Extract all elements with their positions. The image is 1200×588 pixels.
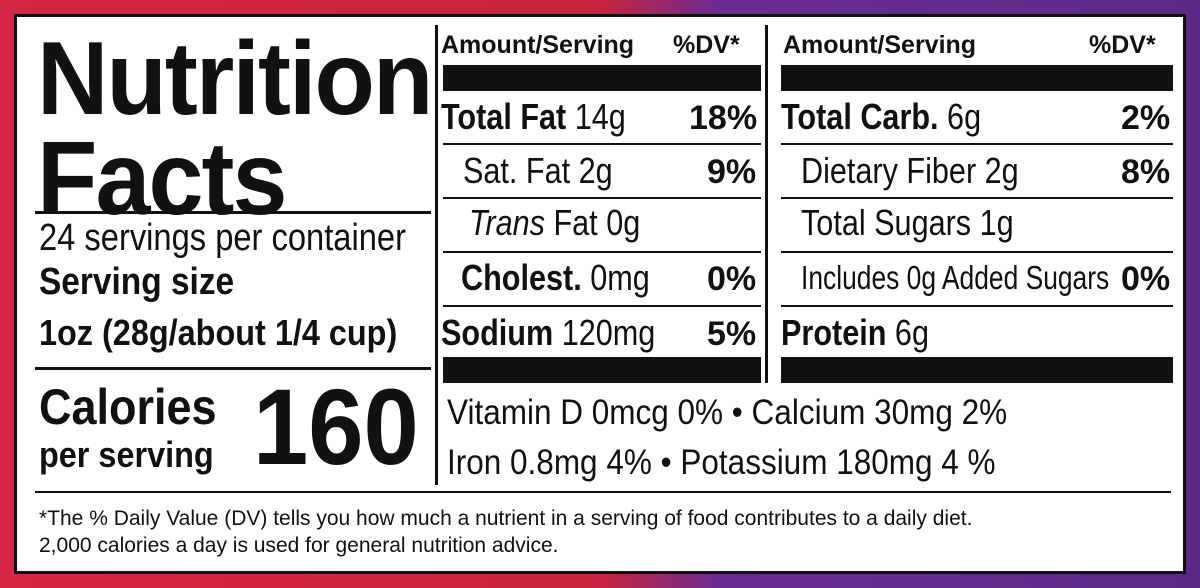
right-thick-bar-top	[781, 65, 1173, 91]
left-row-divider	[443, 305, 761, 307]
nutrient-name-italic: Trans	[469, 202, 545, 243]
title-line-2: Facts	[37, 121, 288, 237]
right-row-added-sugars: Includes 0g Added Sugars	[801, 261, 1186, 294]
left-row-trans-fat: Trans Fat 0g	[469, 205, 670, 241]
left-header-dv: %DV*	[673, 31, 740, 59]
right-header-dv: %DV*	[1089, 31, 1156, 59]
nutrient-name: Protein	[781, 312, 887, 353]
table-divider	[765, 25, 768, 383]
right-row-divider	[781, 197, 1173, 199]
footnote-line-1: *The % Daily Value (DV) tells you how mu…	[39, 507, 973, 530]
left-row-divider	[443, 197, 761, 199]
left-row-cholesterol: Cholest. 0mg	[461, 260, 683, 296]
nutrient-amount: 0g	[606, 202, 641, 243]
title-divider	[35, 211, 431, 214]
left-dv-total-fat: 18%	[689, 99, 758, 137]
calories-value: 160	[253, 366, 419, 487]
serving-size-label: Serving size	[39, 261, 235, 303]
vitamins-line-2: Iron 0.8mg 4% • Potassium 180mg 4 %	[447, 445, 1057, 480]
vitamins-line-1: Vitamin D 0mcg 0% • Calcium 30mg 2%	[447, 395, 1069, 430]
serving-size-value: 1oz (28g/about 1/4 cup)	[39, 312, 398, 353]
nutrient-name: Sodium	[441, 312, 554, 353]
vitamins-text-1: Vitamin D 0mcg 0% • Calcium 30mg 2%	[447, 393, 1008, 432]
nutrient-amount: 2g	[984, 150, 1019, 191]
footnote-line-2: 2,000 calories a day is used for general…	[39, 534, 559, 558]
left-header-amount: Amount/Serving	[441, 31, 635, 59]
left-dv-sodium: 5%	[707, 315, 757, 353]
left-row-sodium: Sodium 120mg	[441, 315, 693, 351]
left-thick-bar-bottom	[443, 357, 761, 383]
right-row-total-sugars: Total Sugars 1g	[801, 205, 1051, 241]
nutrient-amount: 6g	[947, 96, 982, 137]
nutrient-name: Total Sugars	[801, 202, 972, 243]
left-thick-bar-top	[443, 65, 761, 91]
right-row-divider	[781, 305, 1173, 307]
left-row-divider	[443, 143, 761, 145]
calories-label: Calories	[39, 379, 217, 435]
right-dv-added-sugars: 0%	[1121, 260, 1171, 298]
left-dv-cholesterol: 0%	[707, 260, 757, 298]
right-row-total-carb: Total Carb. 6g	[781, 99, 1016, 135]
nutrient-name: Fat	[553, 202, 598, 243]
nutrient-name: Total Fat	[441, 96, 567, 137]
footnote: *The % Daily Value (DV) tells you how mu…	[39, 505, 972, 560]
column-divider	[435, 25, 438, 485]
serving-divider	[35, 367, 431, 370]
left-row-divider	[443, 251, 761, 253]
right-row-divider	[781, 143, 1173, 145]
calories-sublabel: per serving	[39, 434, 214, 475]
right-dv-total-carb: 2%	[1121, 99, 1171, 137]
right-thick-bar-bottom	[781, 357, 1173, 383]
nutrient-name: Includes 0g Added Sugars	[801, 259, 1110, 296]
nutrient-amount: 1g	[979, 202, 1014, 243]
nutrient-amount: 120mg	[561, 312, 656, 353]
nutrient-name: Dietary Fiber	[801, 150, 977, 191]
left-dv-sat-fat: 9%	[707, 153, 757, 191]
title-line-1: Nutrition	[37, 21, 433, 137]
nutrient-amount: 14g	[574, 96, 626, 137]
nutrient-name: Cholest.	[461, 257, 582, 298]
left-row-total-fat: Total Fat 14g	[441, 99, 658, 135]
nutrient-name: Sat. Fat	[463, 150, 571, 191]
right-dv-dietary-fiber: 8%	[1121, 153, 1171, 191]
nutrient-name: Total Carb.	[781, 96, 939, 137]
left-row-sat-fat: Sat. Fat 2g	[463, 153, 639, 189]
servings-per-container: 24 servings per container	[39, 217, 406, 259]
nutrient-amount: 0mg	[590, 257, 650, 298]
right-row-dietary-fiber: Dietary Fiber 2g	[801, 153, 1057, 189]
footnote-divider	[35, 491, 1171, 493]
nutrient-amount: 2g	[578, 150, 613, 191]
nutrient-amount: 6g	[894, 312, 929, 353]
vitamins-text-2: Iron 0.8mg 4% • Potassium 180mg 4 %	[447, 443, 996, 482]
right-header-amount: Amount/Serving	[783, 31, 977, 59]
right-row-protein: Protein 6g	[781, 315, 955, 351]
right-row-divider	[781, 251, 1173, 253]
nutrition-facts-label: Nutrition Facts 24 servings per containe…	[14, 14, 1186, 574]
